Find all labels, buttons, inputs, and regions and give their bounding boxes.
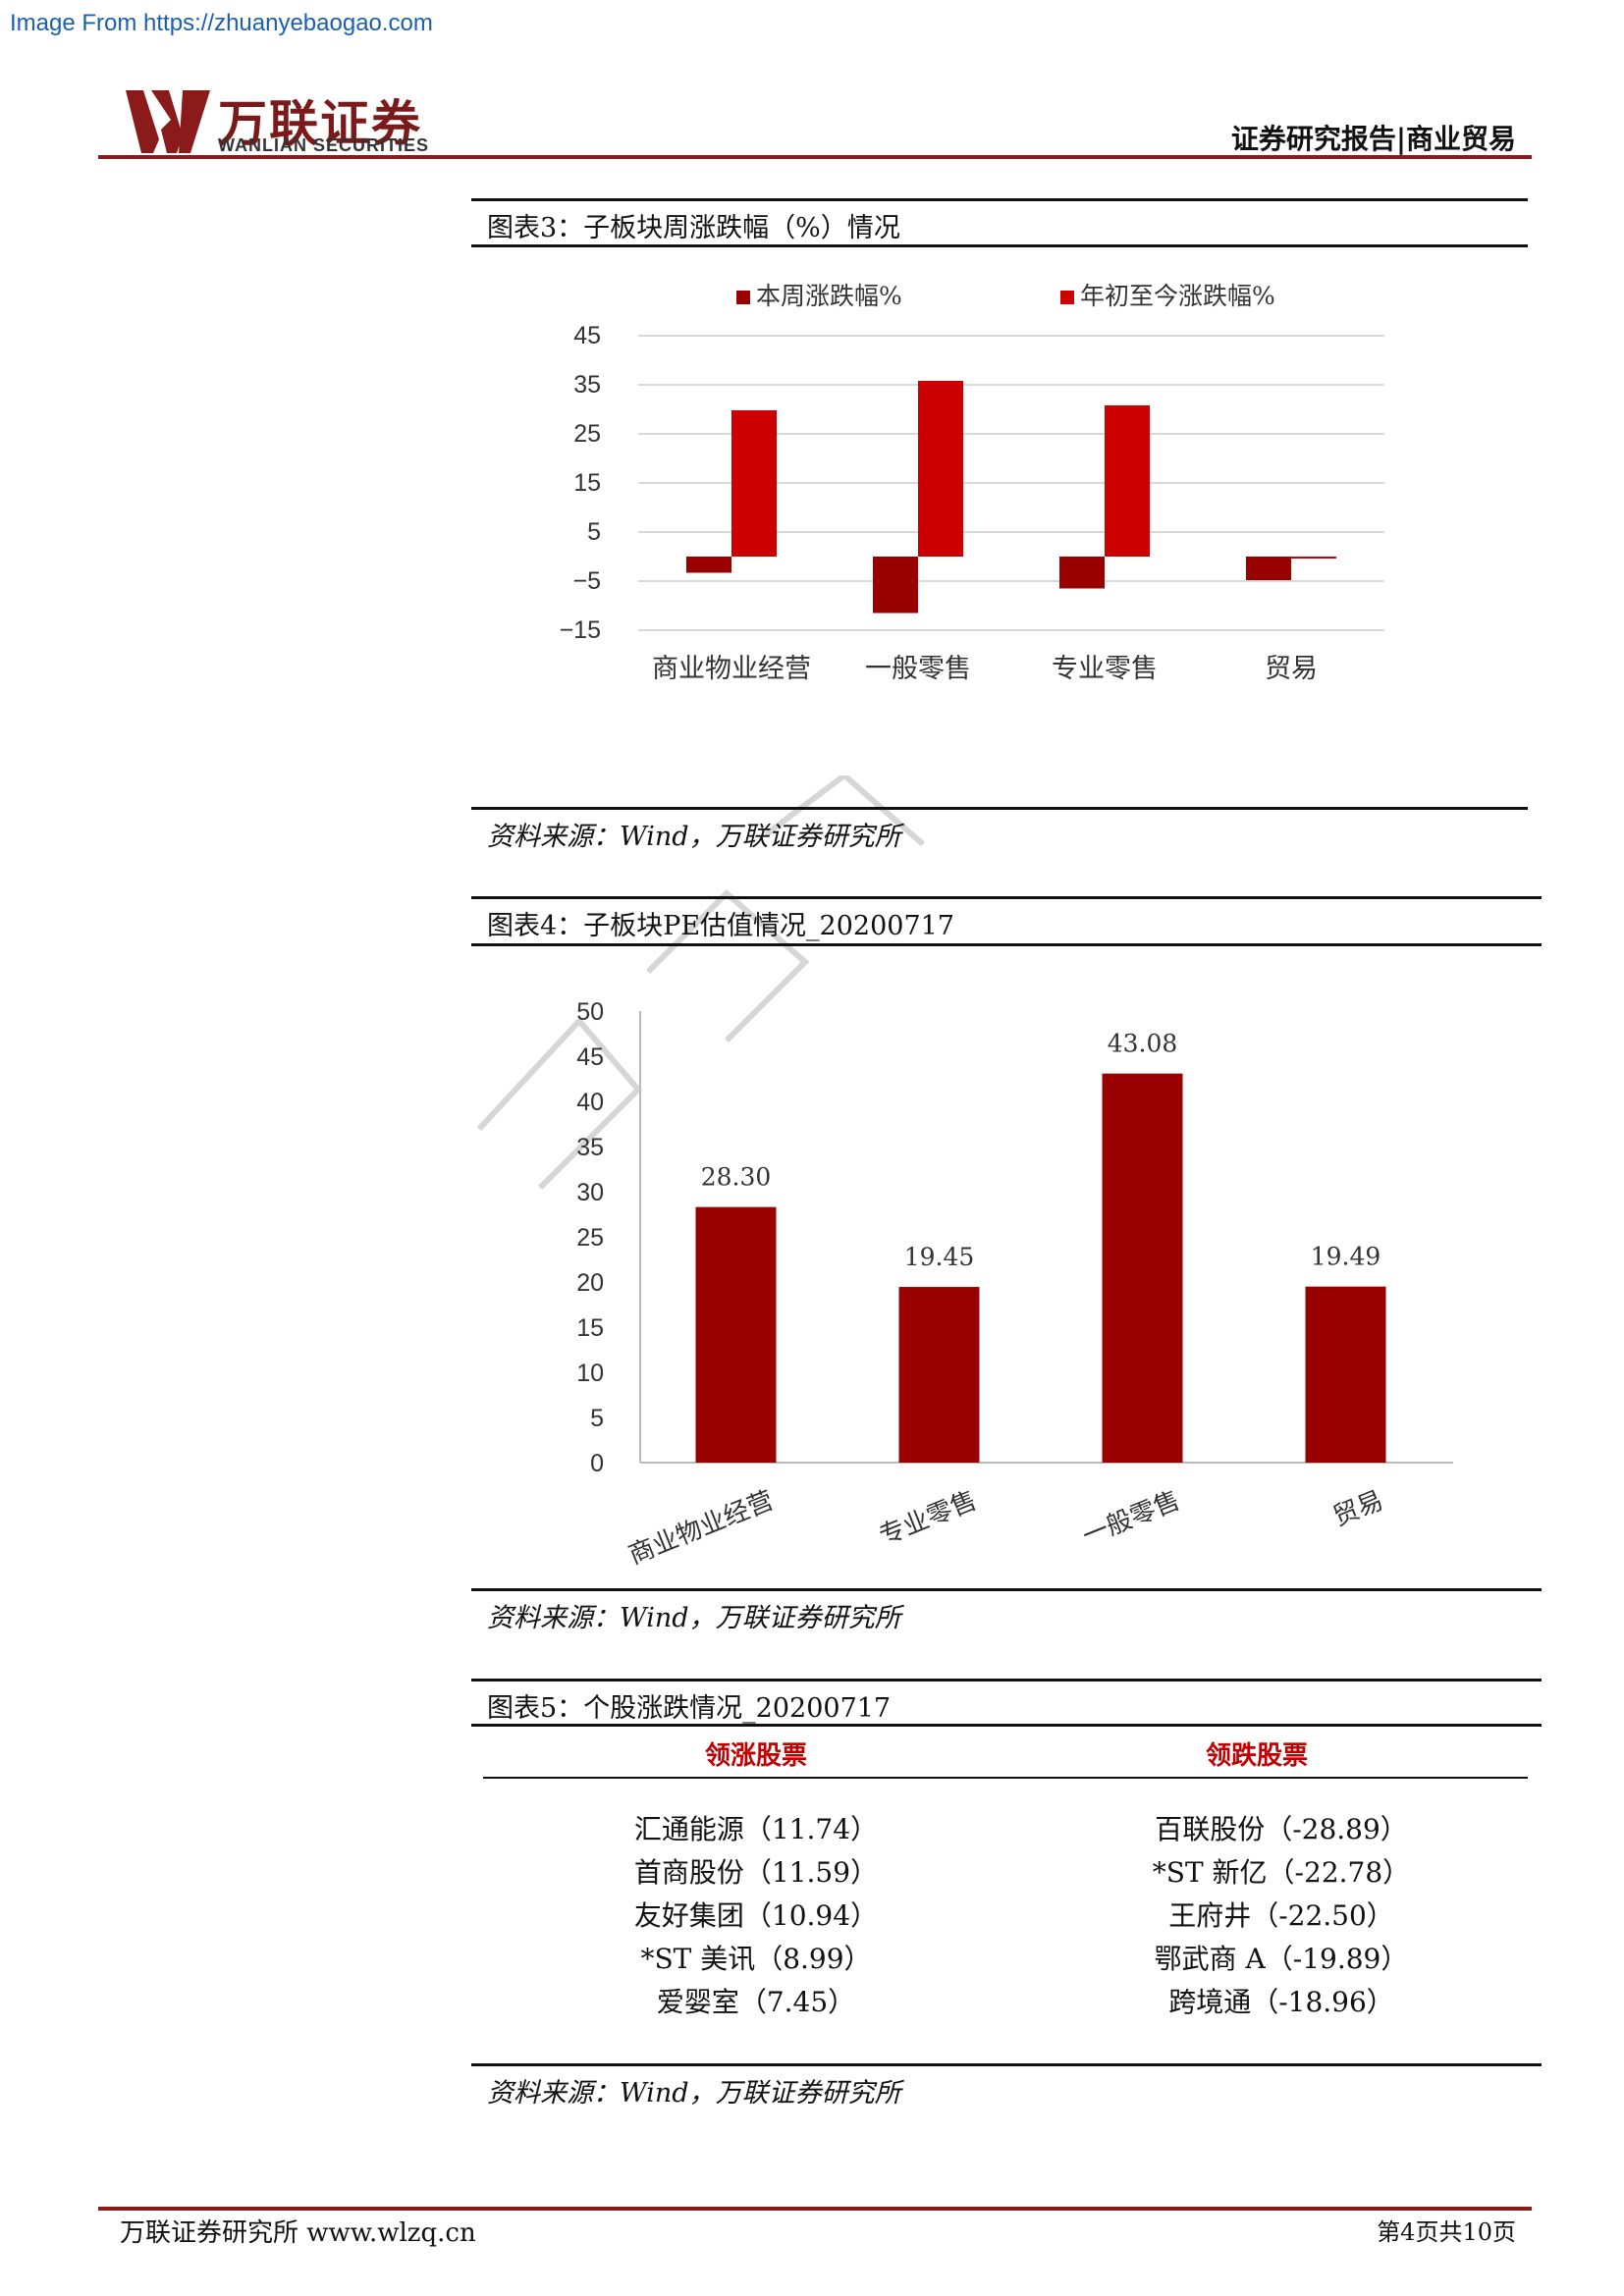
figure3-bottom-rule [471, 807, 1528, 810]
y-tick-label: 5 [587, 518, 601, 546]
footer-divider [98, 2207, 1532, 2211]
x-category-label: 贸易 [1265, 654, 1318, 684]
x-category-label: 贸易 [1329, 1486, 1387, 1532]
gainer-cell: *ST 美讯（8.99） [640, 1943, 872, 1975]
watermark-graphic [476, 775, 925, 1191]
bar-ytd [1105, 405, 1150, 557]
loser-cell: 王府井（-22.50） [1168, 1899, 1394, 1932]
y-tick-label: 15 [576, 1314, 604, 1342]
bar-weekly [1059, 557, 1105, 589]
y-tick-label: 10 [576, 1360, 604, 1387]
x-category-label: 专业零售 [875, 1486, 981, 1552]
pe-bar [695, 1206, 777, 1463]
x-category-label: 商业物业经营 [624, 1486, 778, 1571]
figure5-source: 资料来源：Wind，万联证券研究所 [487, 2078, 901, 2109]
legend-label: 本周涨跌幅% [756, 282, 902, 310]
table-row: 汇通能源（11.74） 百联股份（-28.89） [481, 1806, 1532, 1849]
x-category-label: 商业物业经营 [652, 654, 811, 684]
figure3-source: 资料来源：Wind，万联证券研究所 [487, 822, 901, 852]
pe-bar [1305, 1286, 1386, 1463]
data-label: 19.49 [1311, 1243, 1381, 1271]
x-category-label: 专业零售 [1052, 654, 1158, 684]
figure5-title-rule [471, 1724, 1542, 1727]
loser-cell: 跨境通（-18.96） [1168, 1986, 1394, 2018]
figure5-bottom-rule [471, 2063, 1542, 2066]
x-category-label: 一般零售 [865, 654, 971, 684]
wanlian-logo-icon [126, 90, 210, 153]
bar-weekly [873, 557, 918, 614]
legend-swatch [1060, 291, 1074, 304]
table-row: 友好集团（10.94） 王府井（-22.50） [481, 1893, 1532, 1936]
x-category-label: 一般零售 [1078, 1486, 1184, 1552]
y-tick-label: 45 [576, 1043, 604, 1071]
gainer-cell: 汇通能源（11.74） [633, 1813, 879, 1845]
y-tick-label: 35 [576, 1134, 604, 1161]
y-tick-label: 20 [576, 1269, 604, 1297]
y-tick-label: 15 [573, 469, 601, 497]
y-tick-label: 35 [573, 371, 601, 399]
table-row: 爱婴室（7.45） 跨境通（-18.96） [481, 1979, 1532, 2022]
table-row: 首商股份（11.59） *ST 新亿（-22.78） [481, 1849, 1532, 1893]
y-tick-label: 50 [576, 998, 604, 1026]
y-tick-label: 25 [576, 1224, 604, 1252]
figure4-title: 图表4：子板块PE估值情况_20200717 [487, 911, 954, 941]
pe-bar [1102, 1073, 1183, 1463]
source-url-note: Image From https://zhuanyebaogao.com [10, 10, 433, 36]
y-tick-label: −15 [560, 616, 601, 644]
y-tick-label: 5 [590, 1405, 604, 1432]
figure4-bottom-rule [471, 1588, 1542, 1591]
y-tick-label: 40 [576, 1089, 604, 1116]
logo-english-name: WANLIAN SECURITIES [218, 135, 430, 155]
report-category: 证券研究报告|商业贸易 [1230, 123, 1516, 155]
figure3-title-rule [471, 244, 1528, 247]
gainer-cell: 首商股份（11.59） [633, 1856, 879, 1889]
table-row: *ST 美讯（8.99） 鄂武商 A（-19.89） [481, 1936, 1532, 1979]
pe-valuation-chart: 5045403530252015105028.30商业物业经营19.45专业零售… [576, 998, 1453, 1571]
loser-cell: 百联股份（-28.89） [1155, 1813, 1408, 1845]
bar-ytd [1291, 557, 1336, 559]
legend-label: 年初至今涨跌幅% [1080, 282, 1275, 310]
gainer-cell: 友好集团（10.94） [633, 1899, 879, 1932]
header-divider [98, 155, 1532, 159]
y-tick-label: −5 [572, 567, 601, 595]
data-label: 28.30 [701, 1163, 772, 1192]
page-number: 第4页共10页 [1377, 2218, 1516, 2246]
data-label: 43.08 [1108, 1030, 1178, 1058]
figure4-title-rule [471, 943, 1542, 946]
gainer-cell: 爱婴室（7.45） [656, 1986, 856, 2018]
gainers-header: 领涨股票 [704, 1741, 807, 1771]
pe-bar [898, 1287, 980, 1463]
legend-swatch [736, 291, 750, 304]
bar-weekly [1246, 557, 1291, 580]
table-header-rule [483, 1777, 1528, 1779]
data-label: 19.45 [904, 1243, 975, 1271]
bar-ytd [731, 410, 777, 557]
footer-website: 万联证券研究所 www.wlzq.cn [120, 2218, 476, 2248]
y-tick-label: 30 [576, 1179, 604, 1206]
y-tick-label: 25 [573, 420, 601, 448]
y-tick-label: 45 [573, 322, 601, 349]
stock-table: 汇通能源（11.74） 百联股份（-28.89） 首商股份（11.59） *ST… [481, 1806, 1532, 2022]
figure5-title: 图表5：个股涨跌情况_20200717 [487, 1693, 892, 1724]
bar-ytd [918, 381, 963, 557]
figure3-title: 图表3：子板块周涨跌幅（%）情况 [487, 213, 900, 243]
logo-chinese-name: 万联证券 [218, 95, 422, 152]
losers-header: 领跌股票 [1205, 1741, 1308, 1771]
figure4-top-rule [471, 896, 1542, 899]
figure4-source: 资料来源：Wind，万联证券研究所 [487, 1603, 901, 1633]
y-tick-label: 0 [590, 1450, 604, 1477]
loser-cell: 鄂武商 A（-19.89） [1154, 1943, 1409, 1975]
bar-weekly [686, 557, 731, 573]
figure3-top-rule [471, 198, 1528, 201]
weekly-change-chart: 45 35 25 15 5 −5 −15 商业物业经营 一般零售 专业零售 贸易 本周涨跌幅% 年初至今… [560, 282, 1384, 684]
loser-cell: *ST 新亿（-22.78） [1152, 1856, 1411, 1889]
figure5-top-rule [471, 1679, 1542, 1682]
